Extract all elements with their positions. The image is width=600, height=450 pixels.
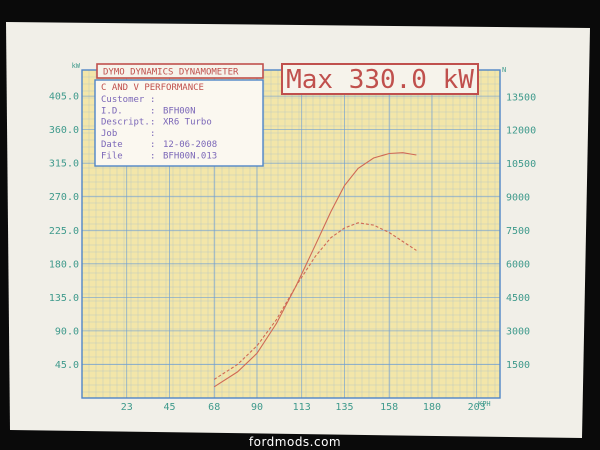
y-right-tick-label: 7500 bbox=[506, 226, 530, 237]
info-row-value: BFH00N.013 bbox=[163, 152, 217, 162]
x-tick-label: 180 bbox=[423, 402, 441, 413]
info-row-value: 12-06-2008 bbox=[163, 140, 217, 150]
y-left-unit: kW bbox=[72, 62, 81, 70]
info-row-colon: : bbox=[150, 118, 155, 128]
info-row-label: Customer bbox=[101, 95, 145, 105]
chart-title: DYMO DYNAMICS DYNAMOMETER bbox=[103, 68, 239, 78]
series-line-1 bbox=[213, 152, 417, 388]
y-right-tick-label: 10500 bbox=[506, 159, 536, 170]
info-row-label: Date bbox=[101, 140, 123, 150]
max-box: Max 330.0 kW bbox=[281, 63, 479, 95]
left-axis-ticks: 45.0 90.0 135.0 180.0 225.0 270.0 315.0 360.0 40… bbox=[49, 92, 79, 371]
title-box: DYMO DYNAMICS DYNAMOMETER bbox=[96, 63, 264, 79]
title-box-frame bbox=[96, 63, 264, 79]
x-tick-label: 158 bbox=[380, 402, 398, 413]
info-rows: Customer: I.D.: BFH00N Descript.: XR6 Turbo J… bbox=[101, 95, 217, 162]
y-right-tick-label: 4500 bbox=[506, 293, 530, 304]
info-box-frame bbox=[94, 79, 264, 167]
y-right-tick-label: 1500 bbox=[506, 360, 530, 371]
right-axis-ticks: 1500 3000 4500 6000 7500 9000 10500 12000 13500 bbox=[506, 92, 536, 371]
y-left-tick-label: 90.0 bbox=[55, 326, 79, 337]
info-row-colon: : bbox=[150, 152, 155, 162]
max-power-label: Max 330.0 kW bbox=[286, 65, 474, 95]
info-row-value: BFH00N bbox=[163, 106, 196, 116]
info-row-label: Descript. bbox=[101, 118, 150, 128]
info-company: C AND V PERFORMANCE bbox=[101, 83, 204, 93]
y-right-unit: N bbox=[502, 66, 506, 74]
info-row-label: File bbox=[101, 152, 123, 162]
info-row-colon: : bbox=[150, 129, 155, 139]
y-left-tick-label: 135.0 bbox=[49, 293, 79, 304]
y-left-tick-label: 225.0 bbox=[49, 226, 79, 237]
x-tick-label: 135 bbox=[335, 402, 353, 413]
x-tick-label: 203 bbox=[468, 402, 486, 413]
watermark: fordmods.com bbox=[249, 435, 341, 449]
y-right-tick-label: 12000 bbox=[506, 126, 536, 137]
x-unit: KPH bbox=[478, 400, 491, 408]
y-left-tick-label: 45.0 bbox=[55, 360, 79, 371]
info-row-colon: : bbox=[150, 106, 155, 116]
x-tick-label: 45 bbox=[163, 402, 175, 413]
series-line-2 bbox=[213, 222, 417, 380]
info-row-label: I.D. bbox=[101, 106, 123, 116]
y-left-tick-label: 270.0 bbox=[49, 192, 79, 203]
y-left-tick-label: 405.0 bbox=[49, 92, 79, 103]
info-box: C AND V PERFORMANCE Customer: I.D.: BFH00N… bbox=[94, 79, 264, 167]
info-row-colon: : bbox=[150, 95, 155, 105]
info-row-value: XR6 Turbo bbox=[163, 118, 212, 128]
y-right-tick-label: 6000 bbox=[506, 260, 530, 271]
y-right-tick-label: 9000 bbox=[506, 193, 530, 204]
y-left-tick-label: 360.0 bbox=[49, 125, 79, 136]
x-tick-label: 23 bbox=[121, 402, 133, 413]
dyno-chart: 45.0 90.0 135.0 180.0 225.0 270.0 315.0 360.0 40… bbox=[49, 62, 536, 413]
info-row-label: Job bbox=[101, 129, 117, 139]
x-tick-label: 90 bbox=[251, 402, 263, 413]
info-row-colon: : bbox=[150, 140, 155, 150]
x-tick-label: 113 bbox=[293, 402, 311, 413]
y-left-tick-label: 180.0 bbox=[49, 259, 79, 270]
x-axis-ticks: 23 45 68 90 113 135 158 180 203 bbox=[121, 402, 486, 413]
y-left-tick-label: 315.0 bbox=[49, 159, 79, 170]
y-right-tick-label: 13500 bbox=[506, 92, 536, 103]
series-group bbox=[213, 152, 417, 388]
max-box-frame bbox=[281, 63, 479, 95]
y-right-tick-label: 3000 bbox=[506, 327, 530, 338]
x-tick-label: 68 bbox=[208, 402, 220, 413]
